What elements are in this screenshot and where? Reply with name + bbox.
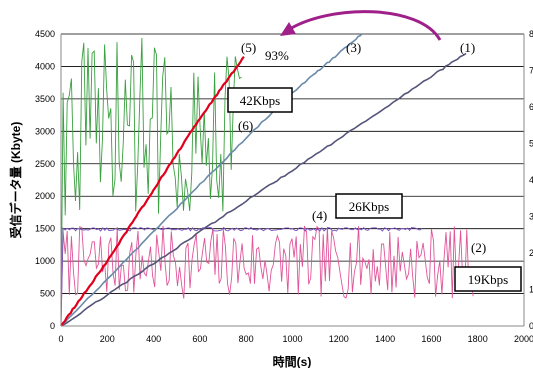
y-tick-label: 2000 bbox=[35, 191, 55, 201]
rate-box-42: 42Kbps bbox=[227, 87, 293, 113]
x-tick-label: 1200 bbox=[329, 334, 349, 344]
y2-tick-label: 3 bbox=[529, 212, 533, 222]
y2-tick-label: 1 bbox=[529, 285, 533, 295]
label-2: (2) bbox=[471, 240, 486, 255]
y2-tick-label: 4 bbox=[529, 175, 533, 185]
y-tick-label: 4000 bbox=[35, 61, 55, 71]
series-line-3 bbox=[60, 33, 363, 327]
y2-tick-label: 5 bbox=[529, 139, 533, 149]
y-tick-label: 3000 bbox=[35, 126, 55, 136]
x-axis-title: 時間(s) bbox=[273, 354, 312, 368]
x-tick-label: 1600 bbox=[421, 334, 441, 344]
y-tick-label: 1000 bbox=[35, 256, 55, 266]
axes bbox=[60, 34, 525, 327]
x-tick-label: 200 bbox=[100, 334, 115, 344]
label-4: (4) bbox=[312, 208, 327, 223]
percent-label: 93% bbox=[265, 48, 289, 63]
series-line-2 bbox=[60, 225, 474, 327]
x-tick-label: 400 bbox=[146, 334, 161, 344]
label-1: (1) bbox=[460, 40, 475, 55]
x-tick-label: 1000 bbox=[282, 334, 302, 344]
rate-box-26: 26Kbps bbox=[335, 193, 403, 219]
series-layer bbox=[60, 33, 474, 327]
y2-tick-label: 6 bbox=[529, 102, 533, 112]
rate-box-42-text: 42Kbps bbox=[240, 93, 280, 108]
label-6: (6) bbox=[238, 118, 253, 133]
y-tick-label: 2500 bbox=[35, 159, 55, 169]
x-tick-label: 600 bbox=[192, 334, 207, 344]
y-tick-label: 500 bbox=[40, 289, 55, 299]
y2-tick-label: 2 bbox=[529, 248, 533, 258]
rate-box-19: 19Kbps bbox=[454, 266, 522, 292]
y2-tick-label: 7 bbox=[529, 66, 533, 76]
y2-tick-label: 0 bbox=[529, 321, 533, 331]
y-tick-label: 0 bbox=[50, 321, 55, 331]
series-line-1 bbox=[60, 52, 467, 327]
x-tick-label: 1800 bbox=[468, 334, 488, 344]
y-tick-label: 1500 bbox=[35, 224, 55, 234]
series-line-4 bbox=[60, 226, 423, 327]
y-axis-title: 受信データ量 (Kbyte) bbox=[8, 122, 23, 239]
series-line-5 bbox=[60, 56, 245, 327]
x-tick-label: 1400 bbox=[375, 334, 395, 344]
arrow-head bbox=[280, 22, 296, 36]
x-tick-label: 800 bbox=[239, 334, 254, 344]
y-tick-label: 3500 bbox=[35, 94, 55, 104]
label-3: (3) bbox=[346, 40, 361, 55]
x-tick-label: 0 bbox=[58, 334, 63, 344]
label-5: (5) bbox=[241, 40, 256, 55]
y-tick-label: 4500 bbox=[35, 29, 55, 39]
curved-arrow bbox=[287, 10, 442, 41]
tick-labels: 0500100015002000250030003500400045000123… bbox=[35, 29, 533, 344]
rate-box-26-text: 26Kbps bbox=[349, 199, 389, 214]
x-tick-label: 2000 bbox=[514, 334, 533, 344]
series-line-6 bbox=[60, 37, 242, 327]
y2-tick-label: 8 bbox=[529, 29, 533, 39]
rate-box-19-text: 19Kbps bbox=[468, 272, 508, 287]
